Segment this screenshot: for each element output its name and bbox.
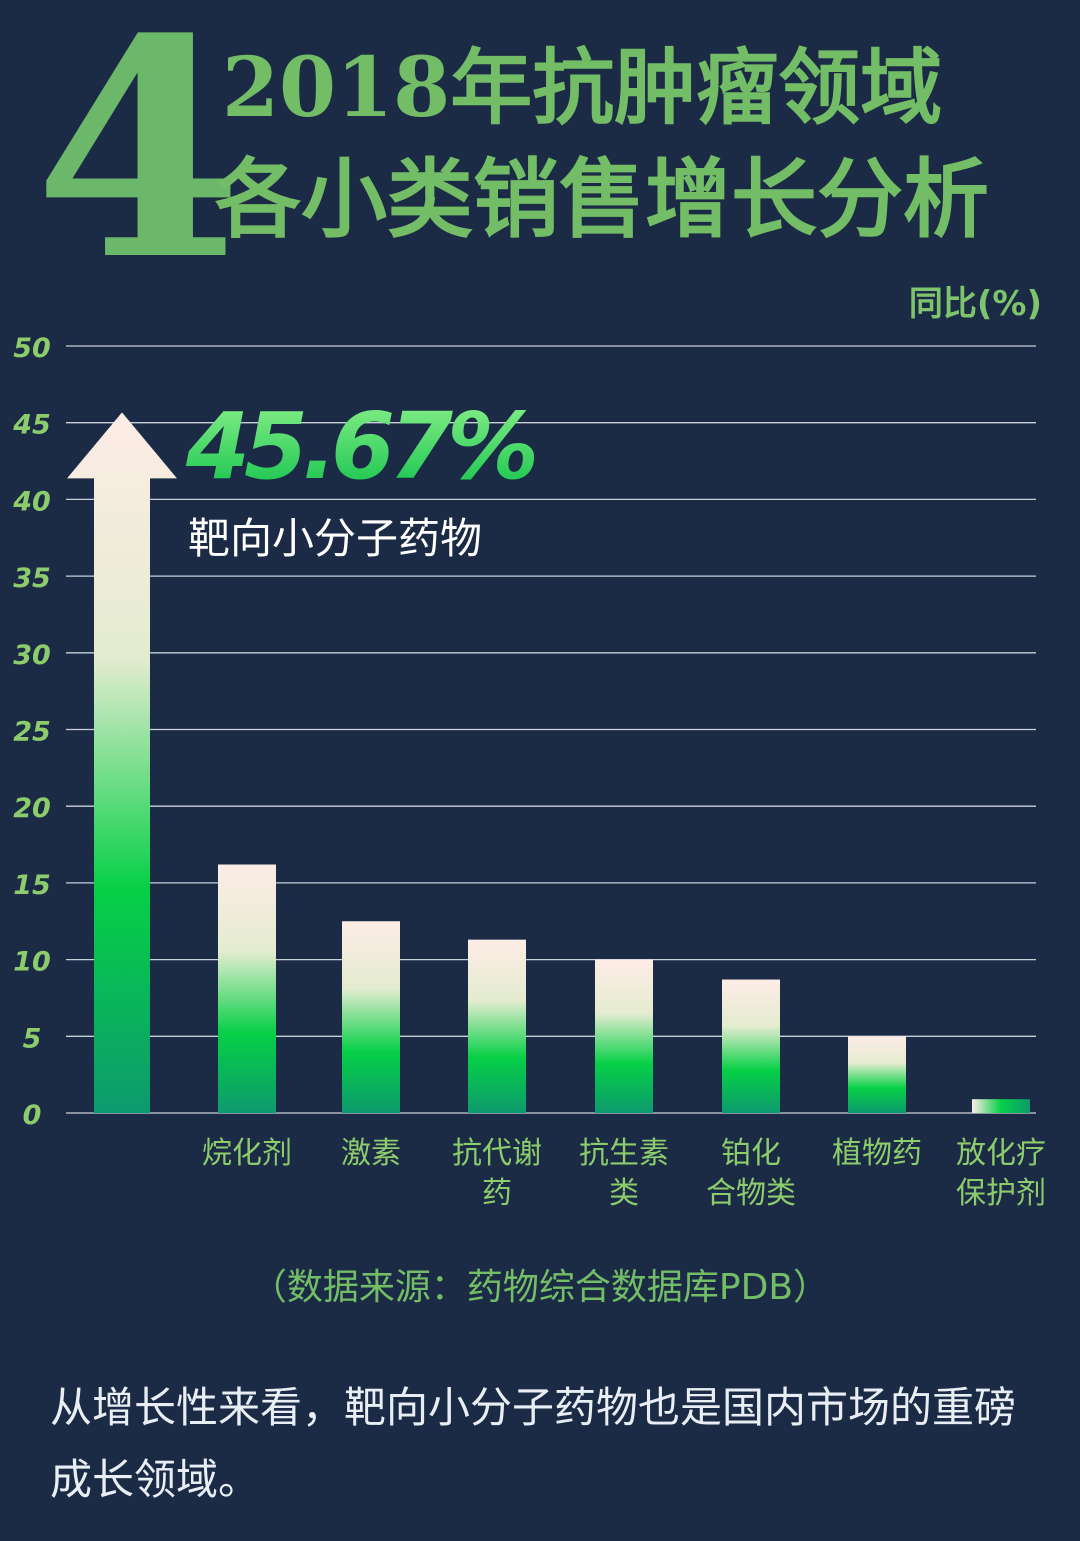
bar — [848, 1036, 906, 1113]
y-tick-label: 50 — [13, 333, 51, 364]
bar — [468, 939, 526, 1113]
y-tick-label: 20 — [13, 793, 51, 824]
y-tick-label: 25 — [13, 717, 51, 748]
bar — [342, 921, 400, 1113]
x-tick-label: 药 — [482, 1176, 512, 1211]
section-number: 4 — [34, 0, 243, 326]
bar — [218, 864, 276, 1113]
data-source-note: （数据来源：药物综合数据库PDB） — [250, 1267, 830, 1308]
x-tick-label: 铂化 — [721, 1136, 781, 1171]
y-tick-label: 0 — [23, 1100, 42, 1131]
bar — [972, 1099, 1030, 1113]
y-tick-label: 10 — [13, 947, 51, 978]
bar-arrow-highlight — [67, 412, 177, 1113]
x-tick-label: 烷化剂 — [202, 1136, 292, 1171]
y-tick-label: 45 — [12, 410, 51, 441]
y-tick-label: 5 — [23, 1023, 42, 1054]
y-axis-unit-label: 同比(%) — [908, 284, 1042, 324]
x-tick-label: 抗代谢 — [452, 1136, 542, 1171]
x-tick-label: 类 — [609, 1176, 639, 1211]
y-tick-label: 15 — [13, 870, 51, 901]
summary-text: 从增长性来看，靶向小分子药物也是国内市场的重磅成长领域。 — [50, 1383, 1017, 1504]
y-tick-label: 40 — [12, 486, 51, 517]
bar — [595, 959, 653, 1113]
y-tick-label: 30 — [13, 640, 51, 671]
x-tick-label: 激素 — [341, 1136, 401, 1171]
highlight-value-label: 45.67% — [185, 393, 535, 500]
chart-title-line-1: 2018年抗肿瘤领域 — [222, 40, 943, 136]
y-axis-ticks: 0 5 10 15 20 25 30 35 40 45 50 — [12, 333, 51, 1131]
highlight-category-label: 靶向小分子药物 — [188, 514, 482, 563]
x-tick-label: 抗生素 — [579, 1136, 669, 1171]
x-tick-label: 放化疗 — [956, 1136, 1046, 1171]
x-tick-label: 合物类 — [706, 1176, 796, 1211]
bars — [67, 412, 1030, 1113]
chart-title-line-2: 各小类销售增长分析 — [215, 149, 989, 250]
x-tick-label: 保护剂 — [956, 1176, 1046, 1211]
y-tick-label: 35 — [13, 563, 51, 594]
x-tick-label: 植物药 — [832, 1136, 922, 1171]
bar — [722, 979, 780, 1113]
